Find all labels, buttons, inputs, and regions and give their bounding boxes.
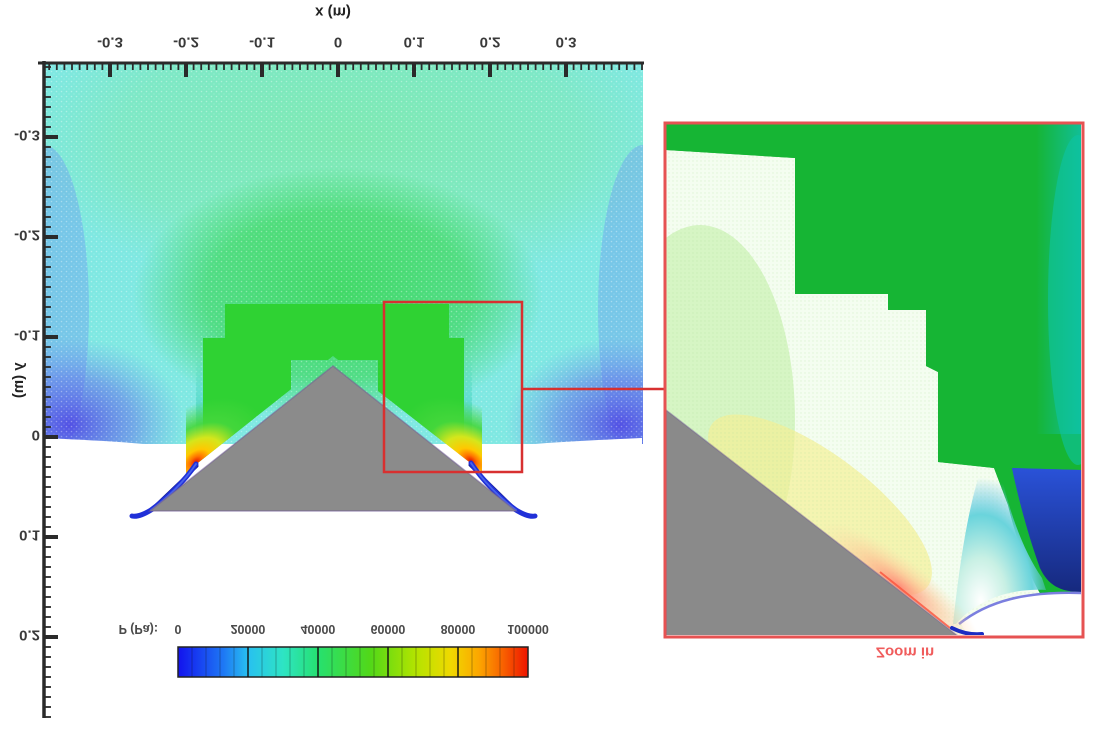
x-axis-title: x (m) xyxy=(315,3,351,21)
y-tick-label: -0.1 xyxy=(14,326,40,344)
colorbar-tick-label: 0 xyxy=(174,621,182,636)
x-tick-label: 0.2 xyxy=(479,33,501,51)
axis-ticks xyxy=(45,64,643,718)
inset-wake-curl xyxy=(950,626,984,635)
y-tick-label: -0.2 xyxy=(14,226,40,244)
y-tick-label: -0.3 xyxy=(14,126,40,144)
y-tick-label: 0.2 xyxy=(19,626,40,644)
y-tick-label: 0 xyxy=(31,426,40,444)
x-tick-label: 0.1 xyxy=(403,33,425,51)
inset-zoom-view xyxy=(666,124,1081,635)
field-lower-boundary-left xyxy=(44,438,196,470)
zoom-rectangle xyxy=(382,300,524,474)
colorbar xyxy=(177,646,529,678)
colorbar-tick-label: 100000 xyxy=(507,621,549,636)
x-tick-label: 0 xyxy=(333,33,343,51)
y-tick-label: 0.1 xyxy=(19,526,40,544)
colorbar-tick-label: 20000 xyxy=(230,621,266,636)
pressure-field xyxy=(44,64,643,444)
field-lower-boundary-right xyxy=(471,438,642,470)
pressure-fan xyxy=(953,470,1046,624)
y-axis-title: y (m) xyxy=(9,362,27,399)
colorbar-tick-label: 60000 xyxy=(370,621,406,636)
wedge-body xyxy=(147,365,519,512)
colorbar-tick-label: 80000 xyxy=(440,621,476,636)
x-tick-label: -0.2 xyxy=(173,33,199,51)
x-tick-label: -0.1 xyxy=(249,33,275,51)
inset-border xyxy=(663,121,1085,639)
x-tick-label: -0.3 xyxy=(97,33,123,51)
inset-caption: Zoom in xyxy=(875,643,935,661)
inset-wedge-body xyxy=(666,409,958,635)
cavity-white xyxy=(960,591,1081,635)
x-tick-label: 0.3 xyxy=(555,33,577,51)
surface-red-line xyxy=(879,571,951,629)
colorbar-tick-label: 40000 xyxy=(300,621,336,636)
